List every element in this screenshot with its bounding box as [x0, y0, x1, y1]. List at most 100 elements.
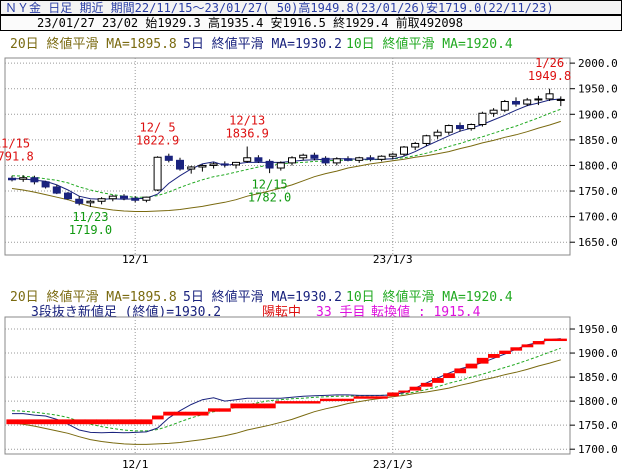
trend-state: 陽転中 [262, 305, 301, 320]
new-price-block [219, 408, 231, 412]
candle-body [478, 112, 487, 126]
new-price-block [129, 419, 142, 425]
candle-body [198, 164, 207, 168]
new-price-block [521, 344, 534, 348]
candle-body [19, 177, 28, 180]
sub-chart-y-ticks: 1700.0 1750.0 1800.0 1850.0 1900.0 1950.0 [570, 323, 618, 456]
new-price-block [17, 419, 30, 425]
candle-body [142, 196, 151, 201]
candle-body [220, 163, 229, 166]
header-latest-bar-info: 23/01/27 23/02 始1929.3 高1935.4 安1916.5 終… [0, 15, 622, 31]
new-price-block [488, 354, 500, 358]
new-price-block [208, 408, 220, 412]
sub-y-tick-label: 1850.0 [578, 371, 618, 384]
new-price-block [28, 419, 41, 425]
candle-body [400, 146, 408, 155]
sub-y-tick-label: 1700.0 [578, 443, 618, 456]
new-price-block [510, 347, 523, 351]
new-price-block [331, 398, 343, 402]
candle-body [164, 155, 173, 161]
legend2-ma10: 10日 終値平滑 MA=1920.4 [346, 289, 513, 305]
annotation-date: 11/15 [0, 137, 30, 151]
new-price-block [152, 415, 164, 420]
annotation-value: 1822.9 [136, 134, 179, 148]
main-y-tick-label: 1750.0 [578, 185, 618, 198]
new-price-block [420, 382, 433, 387]
new-price-block [465, 363, 478, 369]
main-y-tick-label: 2000.0 [578, 57, 618, 70]
new-price-block [252, 403, 265, 409]
new-price-block [532, 341, 545, 345]
annotation-value: 1949.8 [528, 69, 571, 83]
new-price-block [555, 338, 567, 342]
sub-ma10-line [11, 347, 561, 432]
candle-body [41, 181, 50, 188]
annotation-value: 1836.9 [226, 127, 269, 141]
candle-body [545, 93, 554, 100]
candle-body [377, 155, 386, 160]
candle-body [276, 162, 285, 169]
main-y-tick-label: 1900.0 [578, 108, 618, 121]
candle-body [209, 163, 218, 166]
sub-y-tick-label: 1750.0 [578, 419, 618, 432]
candle-body [411, 142, 420, 148]
new-price-block [353, 396, 366, 399]
candle-body [321, 157, 330, 164]
new-price-block [96, 419, 108, 425]
candle-body [288, 157, 296, 164]
candle-body [332, 158, 341, 164]
candle-body [243, 157, 252, 162]
candle-body [366, 157, 375, 160]
x-label-sub: 23/1/3 [373, 458, 413, 471]
sub-y-tick-label: 1800.0 [578, 395, 618, 408]
new-price-block [73, 419, 86, 425]
x-label-sub: 12/1 [122, 458, 149, 471]
sub-chart-frame [4, 316, 571, 455]
new-price-block [387, 392, 399, 397]
x-label: 23/1/3 [373, 253, 413, 266]
annotation-value: 1791.8 [0, 150, 34, 164]
candle-body [388, 153, 397, 157]
main-y-tick-label: 1950.0 [578, 83, 618, 96]
new-price-block [107, 419, 119, 425]
new-price-block [196, 411, 209, 416]
new-price-block [342, 398, 355, 402]
new-price-block [6, 419, 19, 425]
new-price-block [185, 411, 198, 416]
annotation-value: 1782.0 [248, 191, 291, 205]
candle-body [153, 156, 162, 191]
new-price-block [264, 403, 276, 409]
new-price-block [230, 403, 243, 409]
candle-body [355, 157, 364, 161]
new-price-block [364, 396, 377, 399]
candle-body [8, 177, 16, 181]
candle-body [30, 177, 39, 183]
new-price-block [320, 398, 332, 402]
x-axis-labels: 12/1 23/1/3 [122, 253, 413, 266]
candle-body [489, 109, 498, 114]
annotation-date: 12/15 [252, 178, 288, 192]
new-price-block [308, 401, 321, 404]
main-chart-y-ticks: 1650.0 1700.0 1750.0 1800.0 1850.0 1900.0 1950… [570, 57, 618, 249]
sub-ma20-line [11, 359, 561, 445]
reversal-value: 転換値 : 1915.4 [371, 304, 481, 320]
step-count: 33 手目 [316, 305, 365, 320]
annotation-value: 1719.0 [69, 223, 112, 237]
candle-body [75, 198, 84, 204]
new-price-block [140, 419, 153, 425]
new-price-block [454, 368, 467, 374]
header-period-info: ＮＹ金 日足 期近 期間22/11/15～23/01/27( 50)高1949.… [0, 0, 622, 15]
annotation-date: 12/13 [229, 114, 265, 128]
new-price-block [51, 419, 63, 425]
candle-body [120, 195, 128, 199]
sub-chart-blocks [6, 338, 567, 425]
annotation-date: 1/26 [535, 56, 564, 70]
candle-body [64, 192, 72, 200]
main-chart-gridlines [5, 58, 570, 255]
legend-ma20: 20日 終値平滑 MA=1895.8 [10, 36, 177, 52]
candle-body [97, 198, 106, 202]
x-axis-labels-sub: 12/1 23/1/3 [122, 458, 413, 471]
annotation-date: 12/ 5 [140, 121, 176, 135]
